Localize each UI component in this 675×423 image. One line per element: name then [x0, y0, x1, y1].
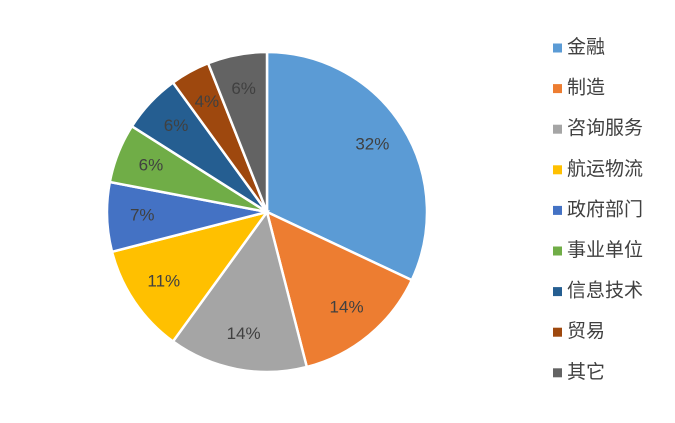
- pie-slice: [265, 209, 414, 369]
- legend-swatch: [553, 124, 562, 134]
- legend-swatch: [553, 246, 562, 256]
- legend-swatch: [553, 165, 562, 175]
- legend-label: 其它: [567, 361, 605, 383]
- data-label: 6%: [231, 79, 256, 98]
- data-label: 14%: [227, 324, 261, 343]
- data-label: 32%: [355, 135, 389, 154]
- pie-slice: [206, 50, 269, 213]
- data-label: 4%: [195, 92, 220, 111]
- legend-label: 金融: [567, 36, 605, 58]
- data-label: 6%: [164, 116, 189, 135]
- legend-label: 制造: [567, 77, 605, 99]
- legend-swatch: [553, 205, 562, 215]
- legend-swatch: [553, 368, 562, 378]
- data-label: 11%: [147, 272, 180, 291]
- legend-label: 信息技术: [567, 280, 643, 302]
- legend-swatch: [553, 287, 562, 297]
- legend-swatch: [553, 327, 562, 337]
- data-label: 14%: [330, 298, 364, 317]
- data-label: 7%: [130, 205, 155, 224]
- legend-swatch: [553, 84, 562, 94]
- pie-slice: [110, 209, 271, 344]
- legend-label: 航运物流: [567, 158, 643, 180]
- legend-label: 贸易: [567, 320, 605, 342]
- legend-label: 咨询服务: [567, 117, 643, 139]
- data-label: 6%: [139, 156, 164, 175]
- legend-label: 政府部门: [567, 198, 643, 220]
- legend-label: 事业单位: [567, 239, 643, 261]
- pie-slice: [171, 209, 309, 374]
- legend-swatch: [553, 43, 562, 53]
- pie-slice: [265, 50, 429, 282]
